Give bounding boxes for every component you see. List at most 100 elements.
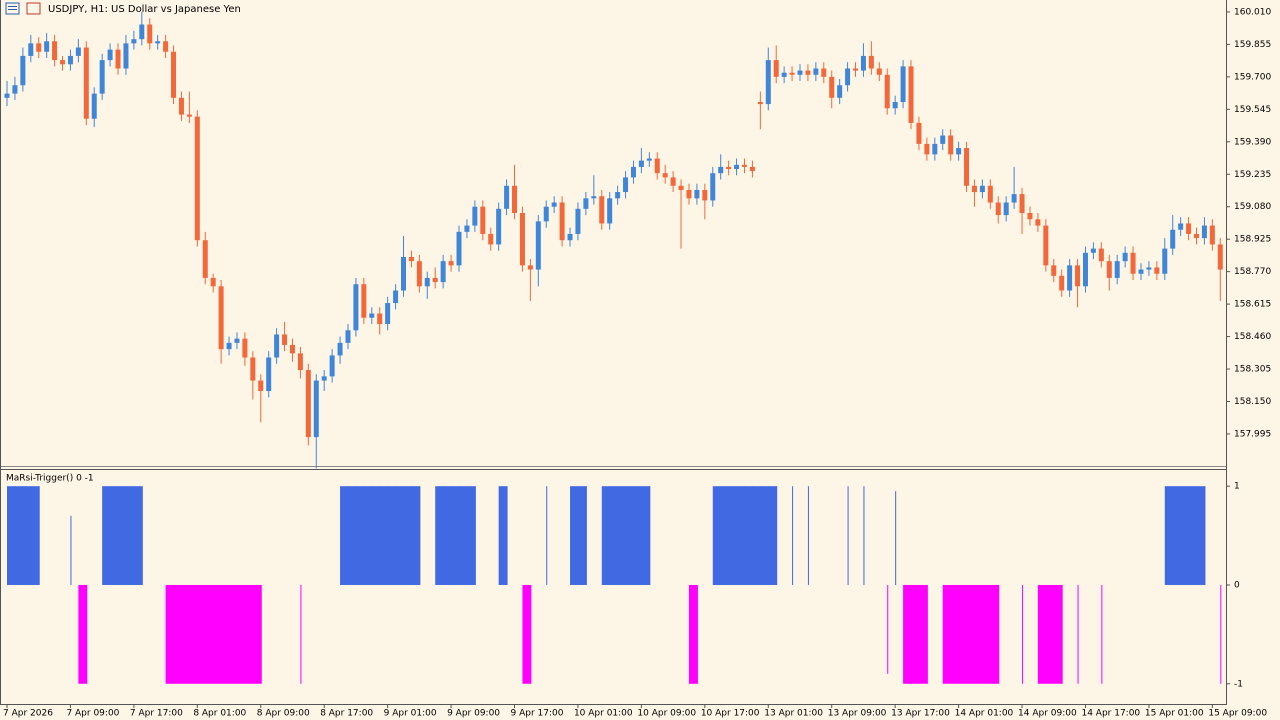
candle-body [186, 114, 192, 117]
candle-body [345, 330, 351, 343]
indicator-bar [918, 584, 928, 684]
indicator-bar [847, 486, 849, 585]
candle-body [908, 66, 914, 123]
indicator-bar [776, 486, 778, 585]
indicator-bar [1220, 584, 1222, 684]
candle-body [448, 261, 454, 266]
x-tick-label: 10 Apr 01:00 [574, 709, 633, 719]
indicator-bar [474, 486, 476, 585]
indicator-bar [688, 584, 698, 684]
candle-body [1067, 265, 1073, 291]
indicator-bar [181, 584, 190, 684]
indicator-bar [633, 486, 642, 585]
candle-body [496, 208, 502, 245]
indicator-bar [379, 486, 389, 585]
candle-body [107, 49, 113, 61]
indicator-bar [609, 486, 619, 585]
y-tick-label: 159.390 [1234, 137, 1271, 147]
chart-icon[interactable] [26, 2, 41, 15]
indicator-bar [165, 584, 175, 684]
candle-body [480, 206, 486, 234]
indicator-bar [387, 486, 397, 585]
indicator-bar [173, 584, 182, 684]
indicator-bar [395, 486, 404, 585]
x-tick-label: 15 Apr 01:00 [1145, 709, 1204, 719]
candle-body [83, 47, 89, 119]
candle-body [147, 24, 153, 44]
indicator-bar [435, 486, 444, 585]
candle-body [1178, 223, 1184, 230]
candle-body [377, 313, 383, 325]
candle-body [694, 189, 700, 199]
y-tick-label: -1 [1234, 679, 1243, 689]
candle-body [829, 76, 835, 98]
candle-body [60, 60, 66, 65]
candle-body [28, 43, 34, 56]
indicator-bar [125, 486, 135, 585]
x-tick-label: 15 Apr 09:00 [1208, 709, 1267, 719]
candle-body [607, 198, 613, 224]
indicator-bar [141, 486, 143, 585]
candle-body [916, 122, 922, 144]
indicator-bar [102, 486, 111, 585]
indicator-bar [260, 584, 262, 684]
candle-body [218, 286, 224, 350]
indicator-bar [649, 486, 651, 585]
indicator-bar [696, 584, 698, 684]
indicator-bar [998, 584, 1000, 684]
indicator-bar [252, 584, 262, 684]
y-tick-label: 0 [1234, 580, 1240, 590]
candle-body [535, 221, 541, 270]
candle-body [1090, 248, 1096, 253]
indicator-bar [601, 486, 611, 585]
indicator-bar [570, 486, 579, 585]
y-tick-label: 159.080 [1234, 202, 1271, 212]
indicator-bar [466, 486, 476, 585]
candle-body [956, 148, 962, 155]
indicator-bar [577, 486, 587, 585]
candle-body [1114, 261, 1120, 278]
candle-body [995, 202, 1001, 216]
candle-body [567, 233, 573, 241]
indicator-bar [522, 584, 531, 684]
y-tick-label: 1 [1234, 482, 1240, 492]
y-tick-label: 159.855 [1234, 40, 1271, 50]
indicator-bar [1196, 486, 1205, 585]
candle-body [1122, 252, 1128, 262]
indicator-bar [14, 486, 24, 585]
candle-body [52, 41, 58, 61]
candle-body [1162, 248, 1168, 274]
candle-body [726, 166, 732, 170]
indicator-bar [30, 486, 40, 585]
candle-body [837, 85, 843, 98]
x-tick-label: 7 Apr 09:00 [66, 709, 119, 719]
x-tick-label: 13 Apr 17:00 [891, 709, 950, 719]
x-tick-label: 8 Apr 09:00 [257, 709, 310, 719]
candle-body [408, 256, 414, 262]
candle-body [718, 166, 724, 174]
candle-body [369, 313, 375, 318]
indicator-bar [585, 486, 587, 585]
indicator-bar [451, 486, 460, 585]
candle-body [678, 185, 684, 190]
indicator-bar [189, 584, 198, 684]
candle-body [551, 202, 557, 207]
candle-body [1082, 252, 1088, 287]
candle-body [1201, 225, 1207, 239]
y-tick-label: 158.150 [1234, 397, 1271, 407]
indicator-bar [78, 584, 87, 684]
menu-icon[interactable] [5, 2, 20, 15]
indicator-bar [347, 486, 357, 585]
x-tick-label: 9 Apr 17:00 [511, 709, 564, 719]
candle-body [868, 55, 874, 69]
indicator-bar [419, 486, 421, 585]
candle-body [821, 68, 827, 77]
indicator-bar [1045, 584, 1055, 684]
candle-body [1170, 229, 1176, 249]
indicator-bar [1037, 584, 1047, 684]
indicator-bar [38, 486, 40, 585]
candle-body [1154, 267, 1160, 274]
candle-body [115, 49, 121, 69]
indicator-bar [863, 486, 865, 585]
candle-body [813, 68, 819, 75]
